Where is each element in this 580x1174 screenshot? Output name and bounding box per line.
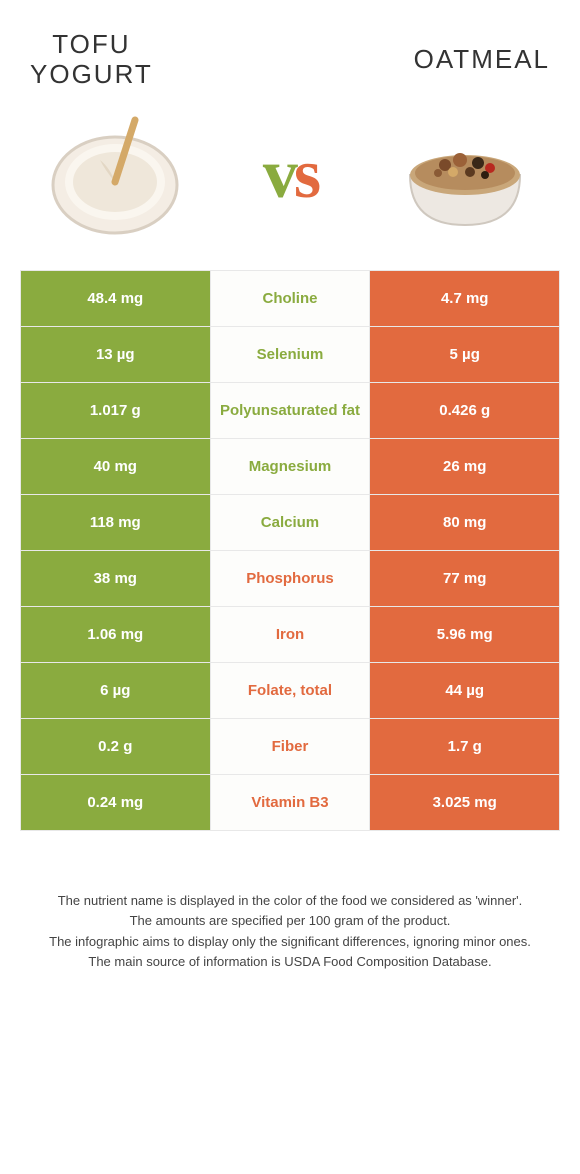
- table-row: 13 µgSelenium5 µg: [21, 326, 560, 382]
- nutrient-name: Choline: [210, 270, 370, 326]
- footnote: The amounts are specified per 100 gram o…: [30, 911, 550, 931]
- nutrient-name: Iron: [210, 606, 370, 662]
- table-row: 6 µgFolate, total44 µg: [21, 662, 560, 718]
- left-value: 48.4 mg: [21, 270, 211, 326]
- left-value: 1.06 mg: [21, 606, 211, 662]
- footer-notes: The nutrient name is displayed in the co…: [0, 831, 580, 1003]
- table-row: 0.2 gFiber1.7 g: [21, 718, 560, 774]
- nutrient-name: Polyunsaturated fat: [210, 382, 370, 438]
- left-value: 13 µg: [21, 326, 211, 382]
- footnote: The infographic aims to display only the…: [30, 932, 550, 952]
- nutrient-name: Calcium: [210, 494, 370, 550]
- right-value: 1.7 g: [370, 718, 560, 774]
- table-row: 1.06 mgIron5.96 mg: [21, 606, 560, 662]
- right-food-title: Oatmeal: [414, 45, 550, 75]
- table-row: 118 mgCalcium80 mg: [21, 494, 560, 550]
- left-value: 0.24 mg: [21, 774, 211, 830]
- header: Tofu yogurt Oatmeal: [0, 0, 580, 100]
- right-value: 3.025 mg: [370, 774, 560, 830]
- nutrient-name: Magnesium: [210, 438, 370, 494]
- right-value: 5 µg: [370, 326, 560, 382]
- table-row: 40 mgMagnesium26 mg: [21, 438, 560, 494]
- table-row: 1.017 gPolyunsaturated fat0.426 g: [21, 382, 560, 438]
- left-food-title: Tofu yogurt: [30, 30, 153, 90]
- comparison-table: 48.4 mgCholine4.7 mg13 µgSelenium5 µg1.0…: [20, 270, 560, 831]
- left-value: 38 mg: [21, 550, 211, 606]
- right-value: 44 µg: [370, 662, 560, 718]
- images-row: vs: [0, 100, 580, 270]
- footnote: The nutrient name is displayed in the co…: [30, 891, 550, 911]
- table-row: 48.4 mgCholine4.7 mg: [21, 270, 560, 326]
- nutrient-name: Vitamin B3: [210, 774, 370, 830]
- oatmeal-icon: [390, 110, 540, 240]
- right-value: 80 mg: [370, 494, 560, 550]
- right-value: 5.96 mg: [370, 606, 560, 662]
- left-value: 118 mg: [21, 494, 211, 550]
- right-value: 77 mg: [370, 550, 560, 606]
- nutrient-name: Phosphorus: [210, 550, 370, 606]
- nutrient-name: Folate, total: [210, 662, 370, 718]
- left-value: 0.2 g: [21, 718, 211, 774]
- right-value: 26 mg: [370, 438, 560, 494]
- right-value: 4.7 mg: [370, 270, 560, 326]
- footnote: The main source of information is USDA F…: [30, 952, 550, 972]
- left-value: 6 µg: [21, 662, 211, 718]
- table-row: 0.24 mgVitamin B33.025 mg: [21, 774, 560, 830]
- right-value: 0.426 g: [370, 382, 560, 438]
- left-value: 1.017 g: [21, 382, 211, 438]
- vs-label: vs: [263, 135, 317, 215]
- tofu-yogurt-icon: [40, 110, 190, 240]
- nutrient-name: Fiber: [210, 718, 370, 774]
- left-value: 40 mg: [21, 438, 211, 494]
- nutrient-name: Selenium: [210, 326, 370, 382]
- table-row: 38 mgPhosphorus77 mg: [21, 550, 560, 606]
